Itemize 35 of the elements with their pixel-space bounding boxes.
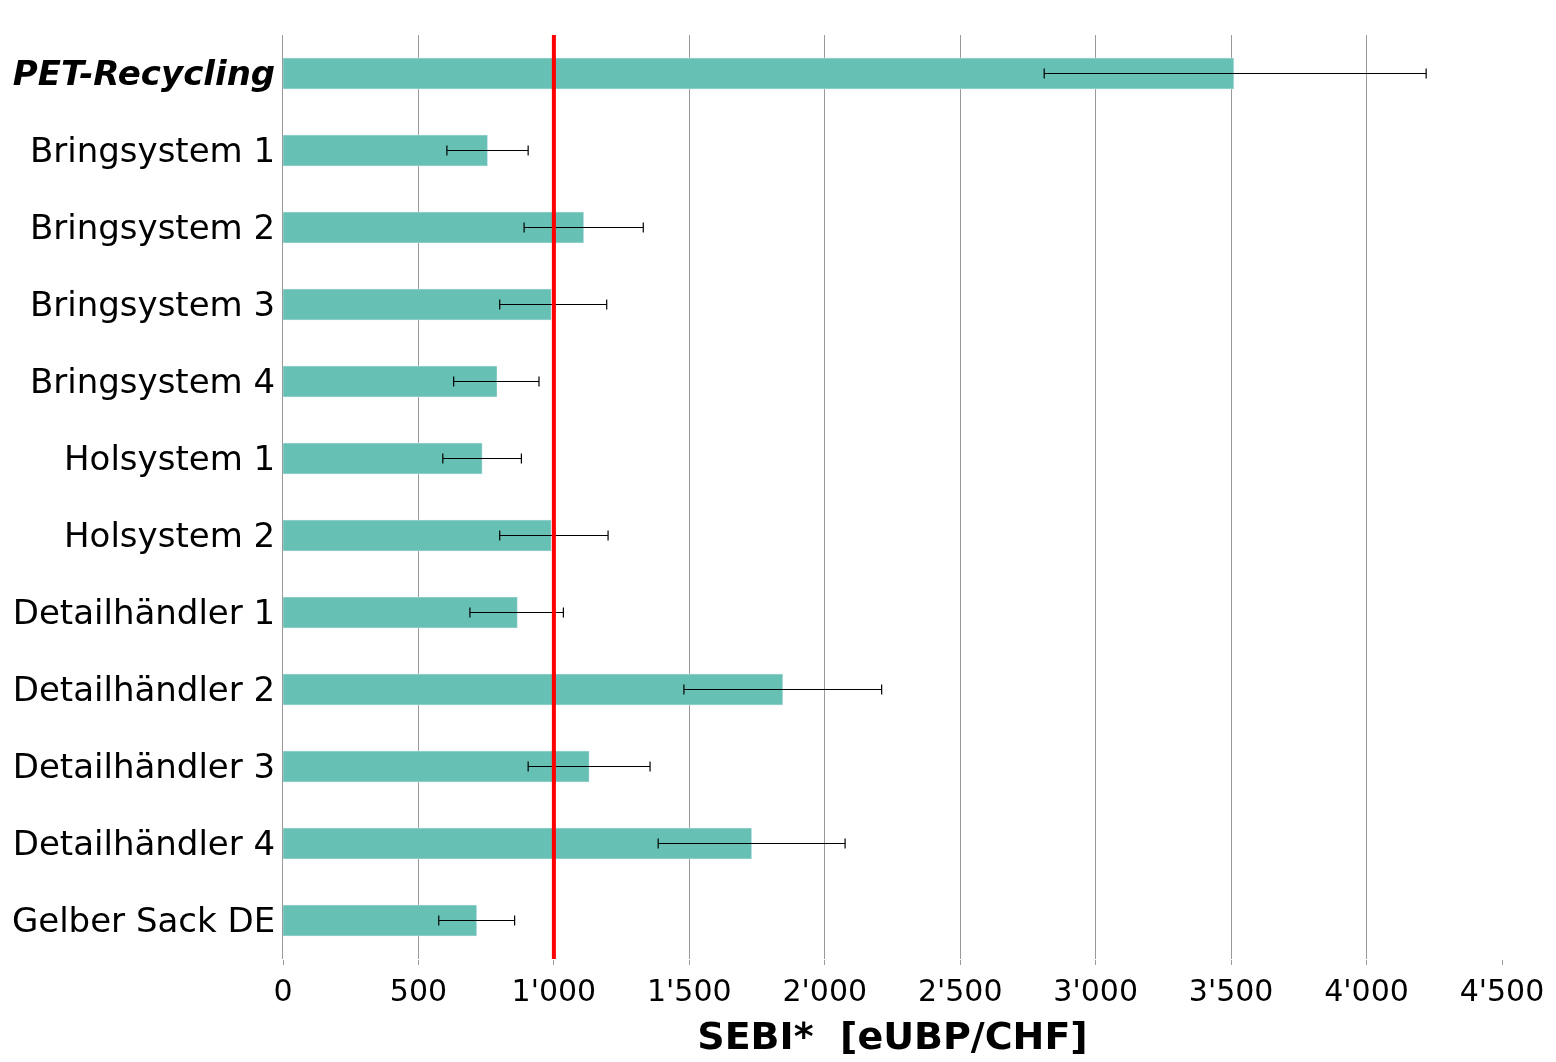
x-tick-label: 4'000 bbox=[1324, 973, 1409, 1008]
y-tick-label: Detailhändler 3 bbox=[12, 746, 276, 787]
y-tick-label: Detailhändler 4 bbox=[12, 823, 276, 864]
bar bbox=[283, 519, 552, 552]
x-tick-label: 1'500 bbox=[647, 973, 732, 1008]
y-tick-label: Bringsystem 1 bbox=[29, 130, 276, 171]
y-tick-label: Bringsystem 4 bbox=[29, 361, 276, 402]
x-tick-label: 4'500 bbox=[1459, 973, 1545, 1008]
bar bbox=[283, 211, 584, 244]
x-tick-label: 2'000 bbox=[782, 973, 868, 1008]
x-tick-label: 0 bbox=[273, 973, 293, 1008]
bar bbox=[283, 596, 518, 629]
y-tick-label: Holsystem 1 bbox=[64, 438, 276, 479]
y-tick-label: Detailhändler 2 bbox=[12, 669, 276, 710]
bar bbox=[283, 904, 477, 937]
x-tick-label: 3'500 bbox=[1188, 973, 1274, 1008]
x-tick-label: 1'000 bbox=[511, 973, 597, 1008]
bar bbox=[283, 827, 752, 860]
bar bbox=[283, 673, 784, 706]
x-axis-title: SEBI* [eUBP/CHF] bbox=[697, 1014, 1088, 1059]
bar bbox=[283, 750, 590, 783]
x-tick-label: 2'500 bbox=[917, 973, 1003, 1008]
y-tick-label: Holsystem 2 bbox=[64, 515, 276, 556]
y-tick-label: Bringsystem 3 bbox=[29, 284, 276, 325]
y-tick-label: PET-Recycling bbox=[12, 53, 276, 94]
y-tick-label: Detailhändler 1 bbox=[12, 592, 276, 633]
y-tick-label: Bringsystem 2 bbox=[29, 207, 276, 248]
bar bbox=[283, 288, 552, 321]
x-tick-label: 3'000 bbox=[1053, 973, 1138, 1008]
bar bbox=[283, 365, 498, 398]
y-tick-label: Gelber Sack DE bbox=[11, 900, 276, 941]
bar bbox=[283, 57, 1235, 90]
x-tick-label: 500 bbox=[389, 973, 448, 1008]
bar bbox=[283, 442, 483, 475]
bar bbox=[283, 134, 488, 167]
